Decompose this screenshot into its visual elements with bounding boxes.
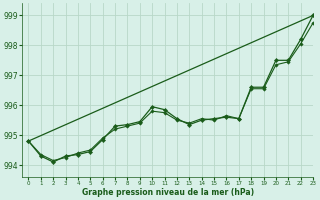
X-axis label: Graphe pression niveau de la mer (hPa): Graphe pression niveau de la mer (hPa) — [82, 188, 254, 197]
